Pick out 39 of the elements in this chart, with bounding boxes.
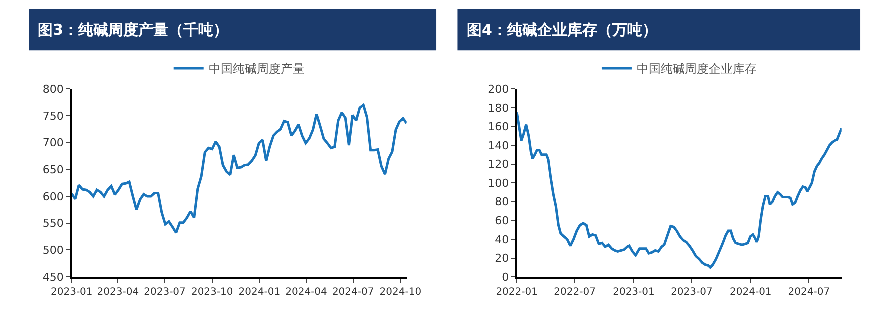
y-tick-label: 650	[42, 164, 64, 177]
y-tick-label: 180	[488, 102, 510, 115]
y-tick-label: 100	[488, 176, 510, 190]
y-tick-label: 700	[42, 136, 64, 150]
x-tick-label: 2023-01	[50, 286, 93, 298]
y-tick-label: 450	[42, 270, 64, 284]
x-tick-label: 2024-07	[332, 286, 374, 298]
x-tick-label: 2022-07	[554, 286, 596, 298]
y-tick-label: 500	[42, 244, 64, 258]
y-tick-label: 0	[502, 270, 510, 284]
x-tick-label: 2023-04	[97, 286, 140, 298]
x-tick-label: 2024-01	[238, 286, 281, 298]
y-tick-label: 140	[488, 139, 510, 152]
x-tick-label: 2023-01	[613, 286, 655, 298]
line-series	[72, 104, 407, 234]
y-tick-label: 160	[488, 120, 510, 134]
y-tick-label: 600	[42, 190, 64, 204]
chart-title: 图4：纯碱企业库存（万吨）	[467, 21, 658, 39]
y-tick-label: 40	[495, 233, 510, 246]
x-tick-label: 2023-10	[191, 286, 234, 298]
y-tick-label: 200	[488, 83, 510, 96]
chart-title: 图3：纯碱周度产量（千吨）	[38, 21, 228, 39]
y-tick-label: 60	[495, 214, 510, 228]
y-tick-label: 800	[42, 83, 64, 96]
legend-label: 中国纯碱周度企业库存	[636, 62, 757, 76]
line-series	[517, 111, 842, 269]
x-tick-label: 2024-01	[730, 286, 772, 298]
y-tick-label: 750	[42, 110, 64, 123]
x-tick-label: 2022-01	[496, 286, 538, 298]
y-tick-label: 80	[495, 196, 510, 209]
x-tick-label: 2023-07	[671, 286, 713, 298]
x-tick-label: 2023-07	[144, 286, 186, 298]
y-tick-label: 550	[42, 217, 64, 230]
legend-label: 中国纯碱周度产量	[208, 62, 305, 76]
x-tick-label: 2024-07	[788, 286, 830, 298]
x-tick-label: 2024-10	[380, 286, 422, 298]
x-tick-label: 2024-04	[286, 286, 328, 298]
y-tick-label: 120	[488, 158, 510, 172]
y-tick-label: 20	[495, 252, 510, 266]
